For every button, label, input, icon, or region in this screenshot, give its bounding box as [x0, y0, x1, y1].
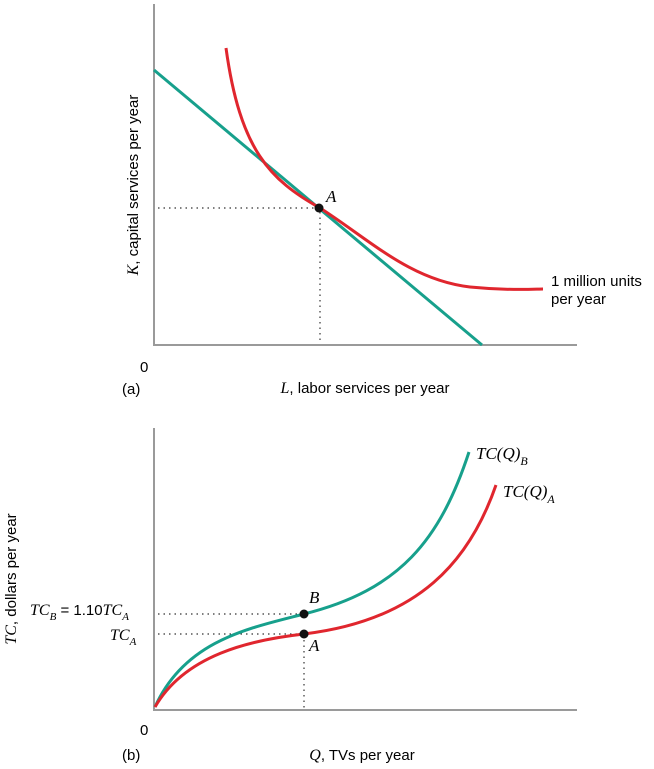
- panel-b-origin-label: 0: [140, 722, 148, 739]
- panel-b: B A TC(Q)B TC(Q)A TCB = 1.10TCA TCA 0 (b…: [3, 428, 577, 764]
- panel-b-point-b-label: B: [309, 588, 320, 607]
- panel-b-tick-label-tca: TCA: [110, 627, 137, 648]
- panel-a-point-a: [314, 203, 324, 213]
- panel-b-y-axis-label: TC, dollars per year: [3, 513, 20, 644]
- panel-b-tc-a-label: TC(Q)A: [503, 482, 555, 506]
- panel-b-point-b: [299, 609, 309, 619]
- panel-b-tc-b-curve: [153, 451, 471, 708]
- panel-b-x-axis-label: Q, TVs per year: [309, 747, 415, 764]
- panel-b-tick-label-tcb: TCB = 1.10TCA: [30, 602, 129, 623]
- panel-b-panel-label: (b): [122, 747, 140, 764]
- panel-a-point-a-label: A: [325, 187, 337, 206]
- panel-a: A 1 million units per year 0 (a) L, labo…: [122, 4, 642, 398]
- panel-a-origin-label: 0: [140, 359, 148, 376]
- panel-a-isoquant-label-line1: 1 million units: [551, 273, 642, 290]
- panel-a-x-axis-label: L, labor services per year: [280, 380, 450, 397]
- panel-a-panel-label: (a): [122, 381, 140, 398]
- panel-b-point-a-label: A: [308, 636, 320, 655]
- panel-a-isoquant-curve: [224, 47, 544, 291]
- panel-b-tc-b-label: TC(Q)B: [476, 444, 528, 468]
- panel-b-point-a: [299, 629, 309, 639]
- panel-a-isoquant-label-line2: per year: [551, 291, 606, 308]
- panel-a-y-axis-label: K, capital services per year: [125, 95, 142, 277]
- panel-b-tc-a-curve: [153, 484, 498, 708]
